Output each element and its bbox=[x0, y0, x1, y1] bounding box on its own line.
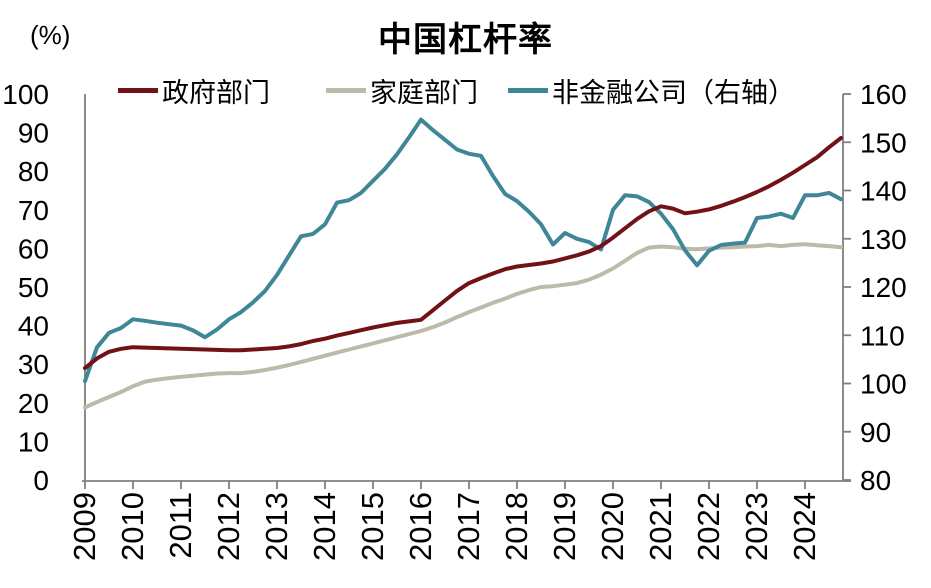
right-axis-tick-label: 160 bbox=[860, 79, 907, 110]
left-axis-tick-label: 20 bbox=[18, 388, 49, 419]
left-axis-tick-label: 30 bbox=[18, 349, 49, 380]
x-axis-tick-label: 2022 bbox=[691, 492, 726, 561]
x-axis-tick-label: 2017 bbox=[451, 492, 486, 561]
x-axis-tick-label: 2016 bbox=[403, 492, 438, 561]
legend-item-nonfinancial-corp: 非金融公司（右轴） bbox=[508, 76, 795, 108]
left-axis-tick-label: 100 bbox=[2, 79, 49, 110]
left-axis-tick-label: 10 bbox=[18, 426, 49, 457]
left-axis-unit-label: (%) bbox=[30, 20, 71, 50]
x-axis-tick-label: 2015 bbox=[355, 492, 390, 561]
legend-label-nonfinancial-corp: 非金融公司（右轴） bbox=[552, 77, 795, 108]
x-axis-tick-label: 2019 bbox=[547, 492, 582, 561]
right-axis-tick-label: 100 bbox=[860, 369, 907, 400]
legend-label-household: 家庭部门 bbox=[370, 77, 478, 108]
left-axis-tick-label: 50 bbox=[18, 272, 49, 303]
right-axis-tick-label: 110 bbox=[860, 320, 905, 351]
right-axis-tick-label: 80 bbox=[860, 465, 891, 496]
legend-label-government: 政府部门 bbox=[162, 77, 270, 108]
right-axis-tick-label: 140 bbox=[860, 176, 907, 207]
x-axis-tick-label: 2010 bbox=[115, 492, 150, 561]
left-axis-tick-label: 60 bbox=[18, 233, 49, 264]
series-line-nonfinancial-corp bbox=[83, 117, 843, 384]
left-axis-tick-label: 0 bbox=[33, 465, 49, 496]
right-axis-tick-label: 130 bbox=[860, 224, 907, 255]
x-axis-tick-label: 2014 bbox=[307, 492, 342, 561]
x-axis-tick-label: 2020 bbox=[595, 492, 630, 561]
left-axis-tick-label: 40 bbox=[18, 311, 49, 342]
x-axis-tick-label: 2023 bbox=[739, 492, 774, 561]
x-axis-tick-label: 2021 bbox=[643, 492, 678, 561]
left-axis-tick-label: 90 bbox=[18, 118, 49, 149]
x-axis-tick-label: 2009 bbox=[67, 492, 102, 561]
legend-swatch-nonfinancial-corp-line bbox=[508, 87, 548, 93]
series-line-government bbox=[83, 136, 843, 371]
legend-item-government: 政府部门 bbox=[118, 76, 270, 108]
series-line-household bbox=[83, 242, 843, 410]
legend-swatch-household-line bbox=[326, 87, 366, 93]
legend-item-household: 家庭部门 bbox=[326, 76, 478, 108]
left-axis-tick-label: 70 bbox=[18, 195, 49, 226]
x-axis-tick-label: 2018 bbox=[499, 492, 534, 561]
x-axis-tick-label: 2012 bbox=[211, 492, 246, 561]
legend-swatch-government-line bbox=[118, 87, 158, 93]
x-axis-tick-label: 2024 bbox=[787, 492, 822, 561]
left-axis-tick-label: 80 bbox=[18, 156, 49, 187]
right-axis-tick-label: 90 bbox=[860, 417, 891, 448]
x-axis-tick-label: 2011 bbox=[163, 492, 198, 559]
right-axis-tick-label: 150 bbox=[860, 127, 907, 158]
right-axis-tick-label: 120 bbox=[860, 272, 907, 303]
chart-title: 中国杠杆率 bbox=[378, 21, 553, 59]
x-axis-tick-label: 2013 bbox=[259, 492, 294, 561]
